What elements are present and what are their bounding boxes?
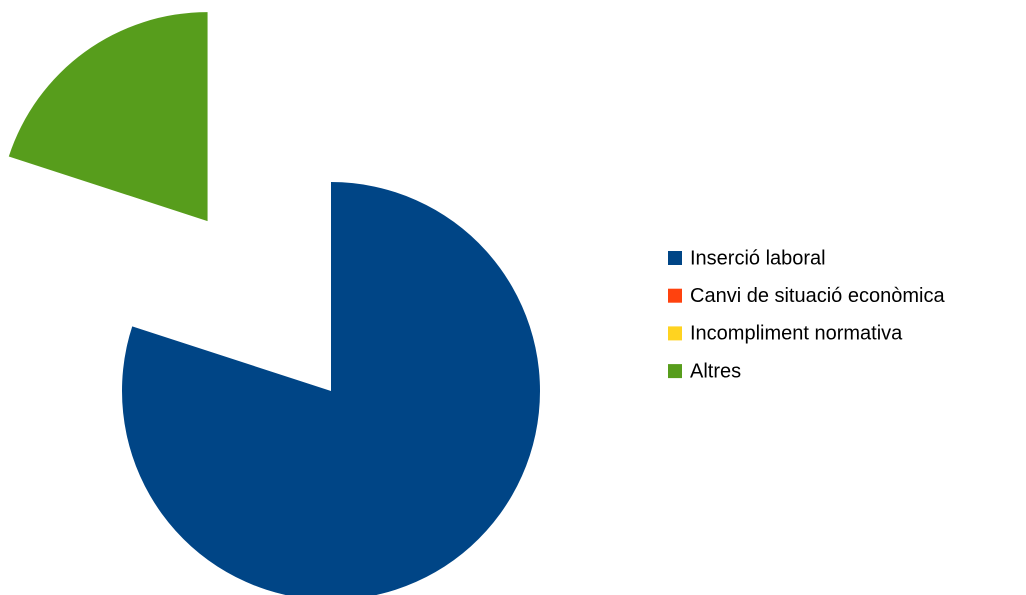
legend-swatch: [668, 326, 682, 341]
legend-label: Altres: [690, 360, 741, 382]
legend-label: Canvi de situació econòmica: [690, 285, 945, 307]
legend-label: Incompliment normativa: [690, 323, 903, 345]
legend-swatch: [668, 288, 682, 303]
legend-swatch: [668, 251, 682, 265]
pie-slice: [122, 182, 540, 595]
pie-slice: [8, 12, 208, 222]
legend-label: Inserció laboral: [690, 247, 826, 269]
legend-swatch: [668, 364, 682, 379]
